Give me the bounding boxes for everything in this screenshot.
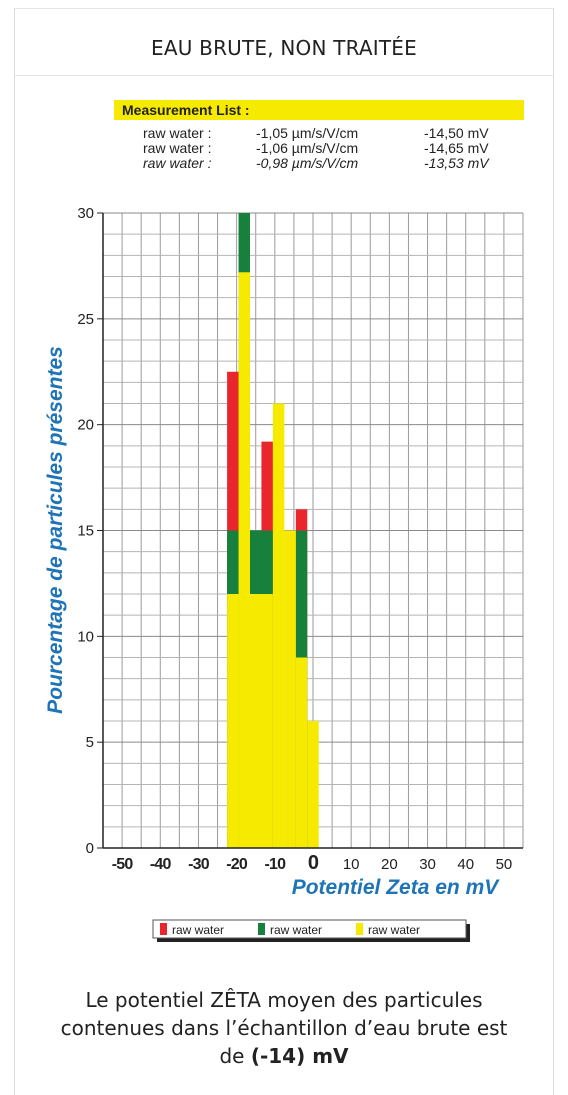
legend-label: raw water (368, 923, 420, 937)
y-axis-label: Pourcentage de particules présentes (44, 346, 67, 714)
measurement-list-banner (114, 100, 524, 120)
caption-line-2: contenues dans l’échantillon d’eau brute… (60, 1016, 508, 1040)
bar-series-3 (250, 594, 273, 848)
measurement-mobility: -1,05 µm/s/V/cm (256, 125, 358, 141)
x-tick-label: 40 (457, 856, 474, 873)
bar-series-3 (295, 657, 308, 848)
y-tick-label: 25 (77, 311, 94, 328)
bar-series-3 (272, 403, 285, 848)
y-tick-label: 0 (86, 840, 94, 857)
measurement-label: raw water : (143, 125, 211, 141)
measurement-mobility: -0,98 µm/s/V/cm (256, 155, 359, 171)
bar-series-3 (307, 721, 319, 848)
chart-bars (227, 213, 319, 848)
caption-line-3-prefix: de (219, 1044, 251, 1068)
zeta-potential-chart: Measurement List : raw water : -1,05 µm/s… (44, 100, 524, 942)
x-tick-label: 20 (381, 856, 398, 873)
measurement-mobility: -1,06 µm/s/V/cm (256, 140, 358, 156)
y-tick-label: 20 (77, 417, 94, 434)
legend-label: raw water (172, 923, 224, 937)
y-tick-labels: 0 5 10 15 20 25 30 (77, 205, 103, 857)
bar-series-3 (238, 272, 250, 848)
content-card: EAU BRUTE, NON TRAITÉE (14, 8, 554, 1095)
x-tick-label: -50 (112, 856, 134, 873)
caption: Le potentiel ZÊTA moyen des particules c… (14, 986, 554, 1070)
x-axis-label: Potentiel Zeta en mV (292, 876, 501, 899)
legend-swatch (356, 923, 363, 935)
x-tick-labels: -50 -40 -30 -20 -10 0 10 20 30 40 50 (112, 852, 513, 874)
measurement-list-title: Measurement List : (122, 102, 250, 118)
bar-series-3 (284, 530, 296, 848)
caption-line-3: de (-14) mV (14, 1042, 554, 1070)
measurement-zeta: -14,50 mV (424, 125, 489, 141)
y-tick-label: 10 (77, 628, 94, 645)
y-tick-label: 30 (77, 205, 94, 222)
x-tick-label: -40 (150, 856, 172, 873)
x-tick-label: 10 (343, 856, 360, 873)
measurement-zeta: -13,53 mV (424, 155, 490, 171)
chart-legend: raw water raw water raw water (152, 919, 470, 942)
x-tick-label: 50 (496, 856, 513, 873)
measurement-label: raw water : (143, 155, 212, 171)
mean-zeta-value: (-14) mV (250, 1044, 349, 1068)
measurement-zeta: -14,65 mV (424, 140, 489, 156)
y-tick-label: 15 (77, 523, 94, 540)
x-tick-label: 30 (419, 856, 436, 873)
x-tick-label: 0 (308, 852, 319, 874)
y-tick-label: 5 (86, 734, 94, 751)
legend-box (152, 919, 467, 939)
page-title: EAU BRUTE, NON TRAITÉE (15, 9, 553, 76)
caption-line-1: Le potentiel ZÊTA moyen des particules (85, 988, 483, 1012)
x-tick-label: -20 (226, 856, 248, 873)
legend-label: raw water (270, 923, 322, 937)
chart-grid (102, 212, 524, 849)
bar-series-3 (227, 594, 239, 848)
measurement-label: raw water : (143, 140, 211, 156)
x-tick-label: -30 (188, 856, 210, 873)
legend-swatch (160, 923, 167, 935)
x-tick-label: -10 (264, 856, 286, 873)
measurement-list: raw water : -1,05 µm/s/V/cm -14,50 mV raw w… (143, 125, 490, 171)
legend-swatch (258, 923, 265, 935)
